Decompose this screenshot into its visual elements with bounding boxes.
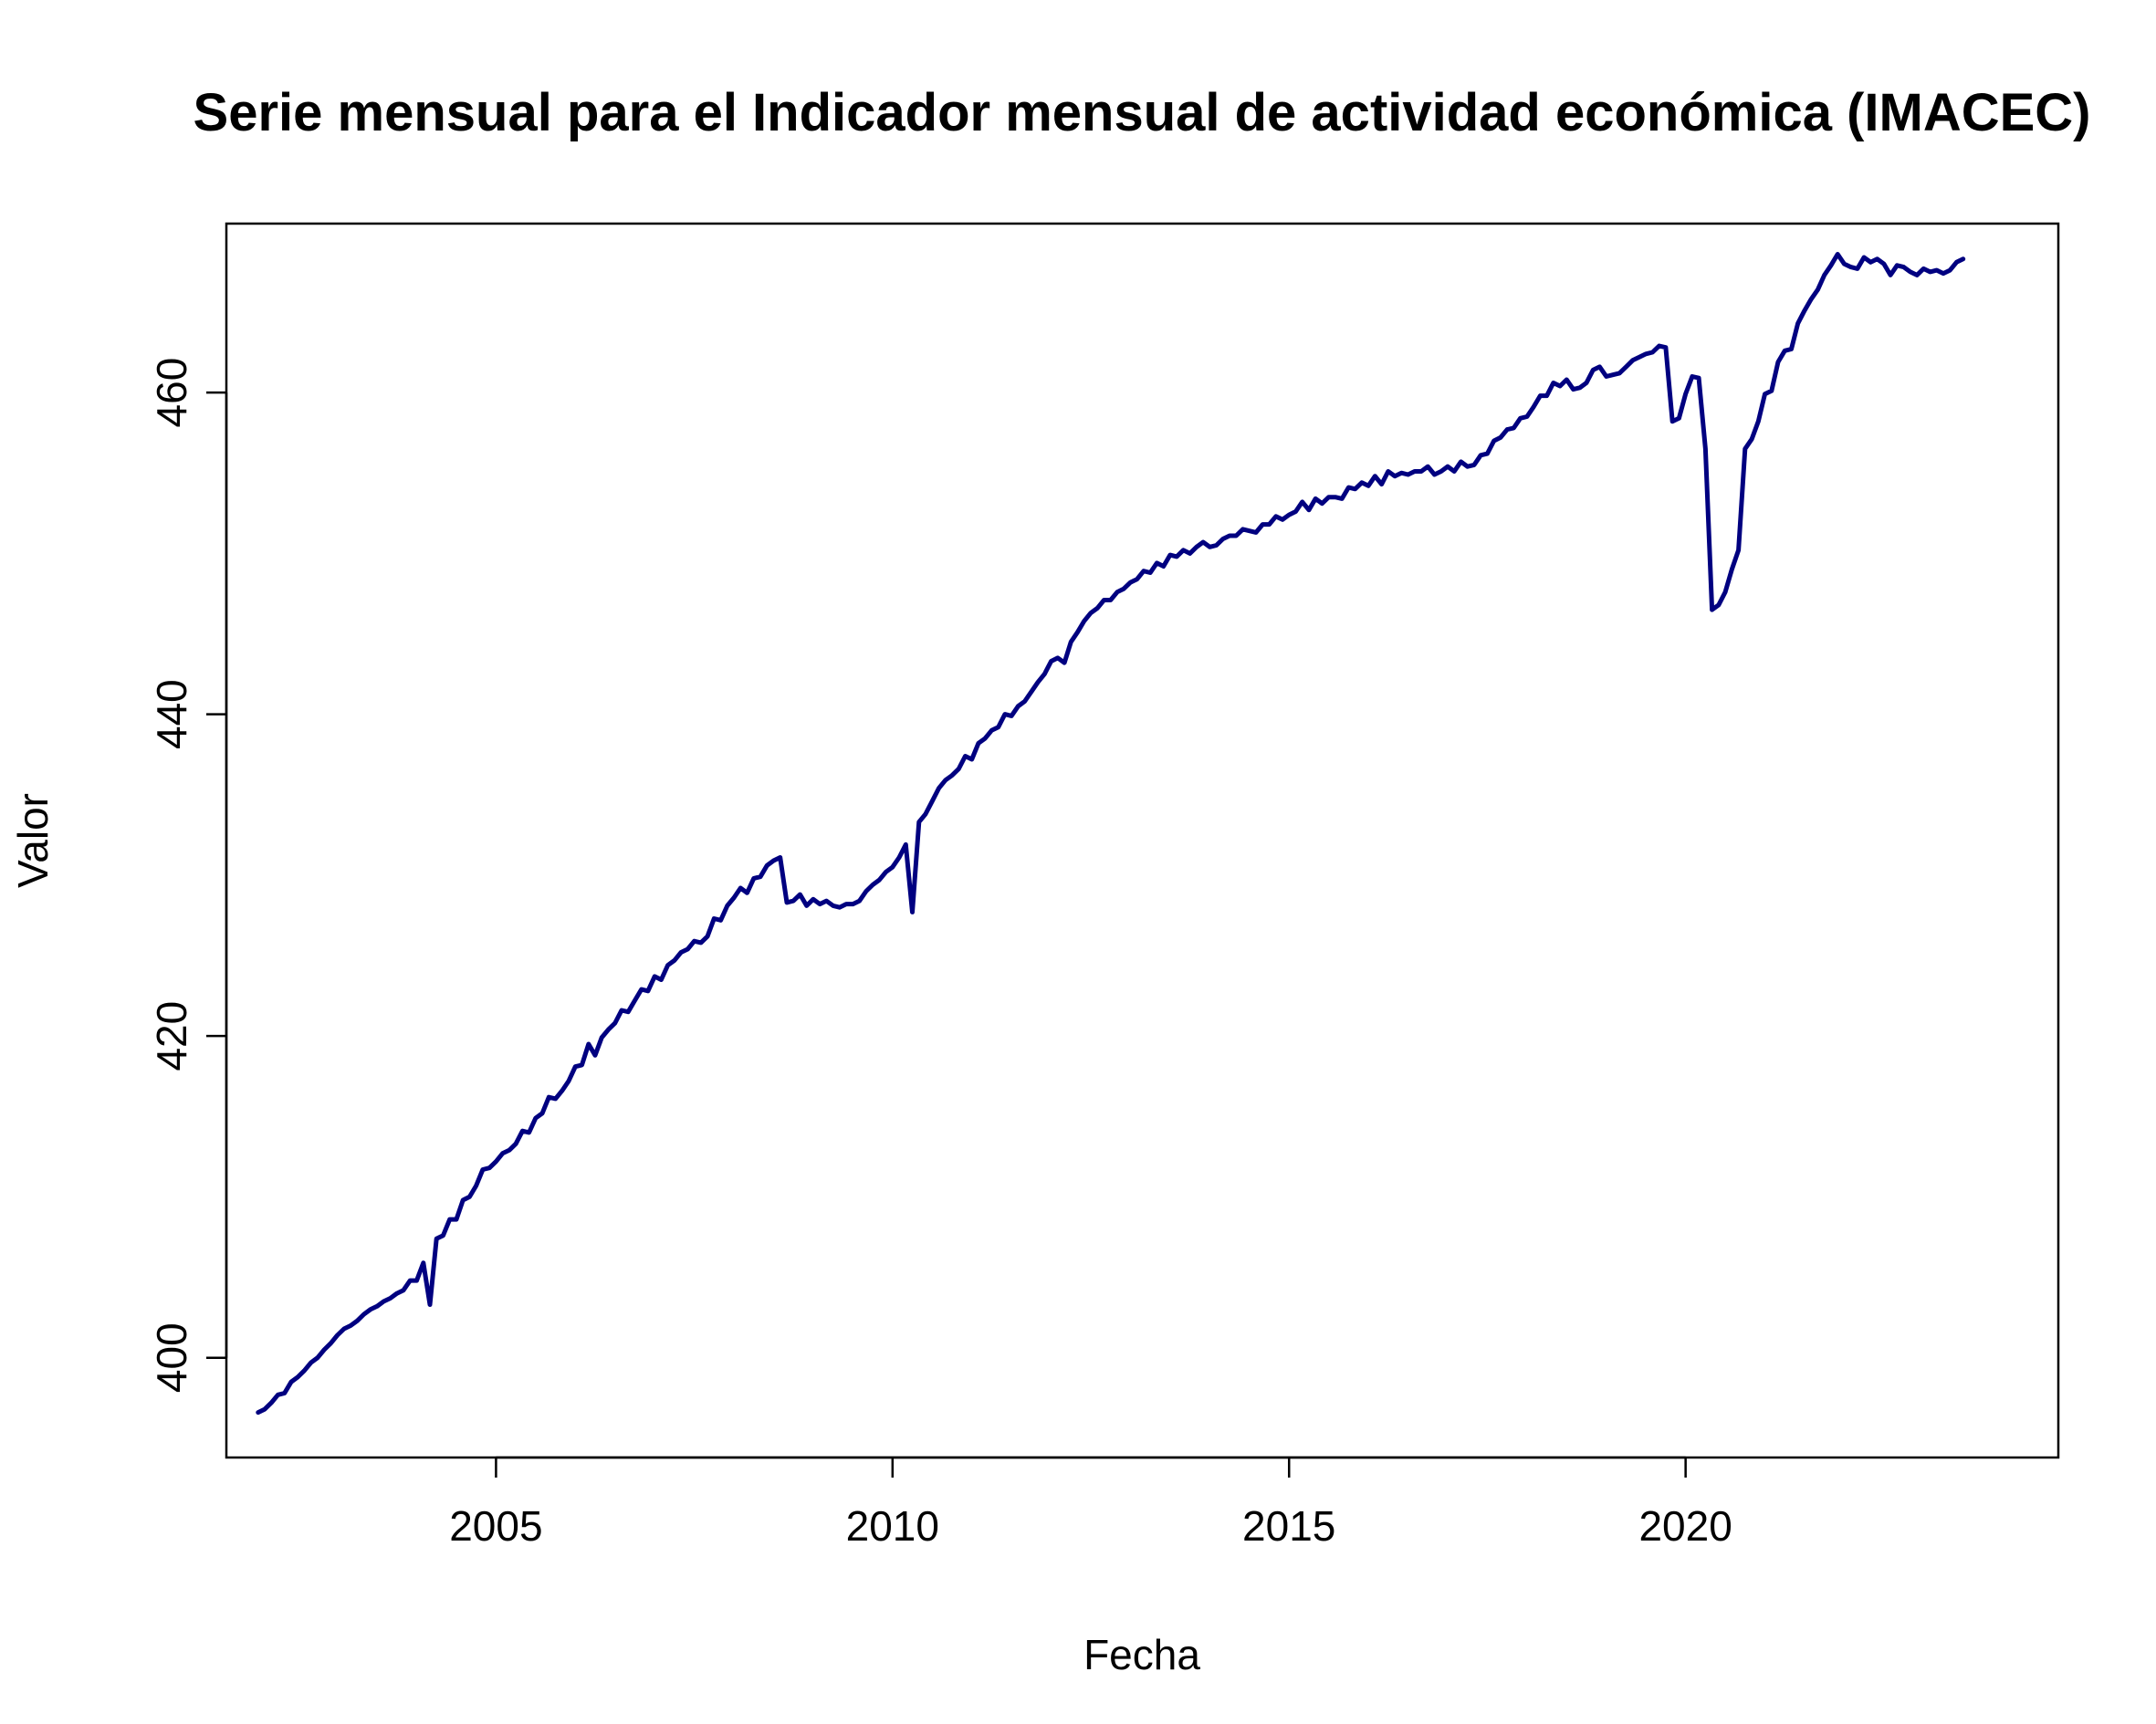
x-tick-label: 2010 <box>846 1502 939 1550</box>
y-tick-label: 440 <box>148 679 195 749</box>
series-line-imacec <box>256 252 1966 1416</box>
chart-title: Serie mensual para el Indicador mensual … <box>194 83 2091 142</box>
y-tick-label: 460 <box>148 358 195 428</box>
x-tick-label: 2020 <box>1638 1502 1732 1550</box>
y-axis-label: Valor <box>9 793 57 888</box>
x-axis: 2005 2010 2015 2020 <box>449 1456 1732 1550</box>
x-axis-label: Fecha <box>1083 1631 1200 1678</box>
plot-frame <box>225 222 2060 1459</box>
x-tick-label: 2005 <box>449 1502 542 1550</box>
x-tick-label: 2015 <box>1242 1502 1335 1550</box>
y-axis: 400 420 440 460 <box>148 358 228 1393</box>
y-tick-label: 420 <box>148 1001 195 1071</box>
y-tick-label: 400 <box>148 1322 195 1393</box>
